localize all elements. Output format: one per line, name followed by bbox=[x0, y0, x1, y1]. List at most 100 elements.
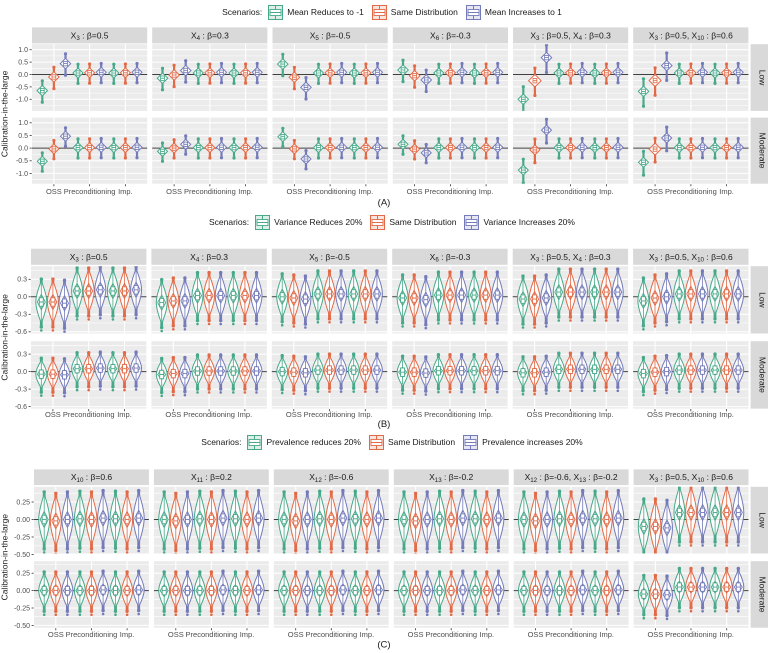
svg-text:-0.6: -0.6 bbox=[15, 329, 27, 336]
svg-text:0.00: 0.00 bbox=[16, 517, 30, 524]
svg-text:OSS: OSS bbox=[408, 630, 424, 639]
svg-text:0.25: 0.25 bbox=[16, 499, 30, 506]
svg-text:OSS: OSS bbox=[48, 630, 64, 639]
svg-text:Imp.: Imp. bbox=[358, 410, 373, 419]
svg-text:X3​ : β=0.5, X10​ : β=0.6: X3​ : β=0.5, X10​ : β=0.6 bbox=[649, 30, 733, 42]
svg-text:Imp.: Imp. bbox=[479, 187, 494, 196]
svg-text:Preconditioning: Preconditioning bbox=[186, 630, 238, 639]
svg-text:OSS: OSS bbox=[647, 410, 663, 419]
svg-text:Imp.: Imp. bbox=[360, 630, 375, 639]
svg-text:OSS: OSS bbox=[288, 630, 304, 639]
svg-text:Preconditioning: Preconditioning bbox=[305, 630, 357, 639]
svg-text:-0.50: -0.50 bbox=[14, 623, 30, 630]
svg-text:Moderate: Moderate bbox=[757, 133, 767, 169]
svg-text:X10​ : β=0.6: X10​ : β=0.6 bbox=[71, 472, 113, 484]
svg-text:X5​ : β=-0.5: X5​ : β=-0.5 bbox=[309, 252, 350, 264]
svg-text:Imp.: Imp. bbox=[719, 410, 734, 419]
svg-text:Preconditioning: Preconditioning bbox=[545, 187, 597, 196]
svg-text:Preconditioning: Preconditioning bbox=[665, 187, 717, 196]
svg-text:OSS: OSS bbox=[647, 630, 663, 639]
svg-text:OSS: OSS bbox=[165, 410, 181, 419]
svg-text:X3​ : β=0.5, X10​ : β=0.6: X3​ : β=0.5, X10​ : β=0.6 bbox=[649, 252, 733, 264]
svg-text:Preconditioning: Preconditioning bbox=[425, 187, 477, 196]
svg-text:Preconditioning: Preconditioning bbox=[665, 630, 717, 639]
svg-text:-1.0: -1.0 bbox=[16, 171, 28, 178]
svg-text:Imp.: Imp. bbox=[238, 187, 253, 196]
svg-text:OSS: OSS bbox=[527, 187, 543, 196]
svg-text:Imp.: Imp. bbox=[719, 630, 734, 639]
svg-text:OSS: OSS bbox=[45, 410, 61, 419]
svg-text:(C): (C) bbox=[377, 640, 390, 651]
svg-text:Preconditioning: Preconditioning bbox=[424, 410, 476, 419]
svg-text:X3​ : β=0.5, X4​ : β=0.3: X3​ : β=0.5, X4​ : β=0.3 bbox=[530, 30, 611, 42]
svg-text:X3​ : β=0.5, X4​ : β=0.3: X3​ : β=0.5, X4​ : β=0.3 bbox=[530, 252, 611, 264]
svg-text:Imp.: Imp. bbox=[240, 630, 255, 639]
svg-text:0.0: 0.0 bbox=[17, 294, 27, 301]
svg-text:-0.25: -0.25 bbox=[14, 605, 30, 612]
svg-text:Preconditioning: Preconditioning bbox=[545, 410, 597, 419]
svg-text:1.0: 1.0 bbox=[18, 47, 28, 54]
svg-text:X6​ : β=-0.3: X6​ : β=-0.3 bbox=[430, 30, 471, 42]
svg-text:Imp.: Imp. bbox=[118, 187, 133, 196]
svg-text:Moderate: Moderate bbox=[757, 357, 767, 393]
svg-text:-0.50: -0.50 bbox=[14, 552, 30, 559]
svg-text:-0.5: -0.5 bbox=[16, 84, 28, 91]
svg-text:Preconditioning: Preconditioning bbox=[66, 630, 118, 639]
svg-text:Imp.: Imp. bbox=[478, 410, 493, 419]
svg-text:Calibration-in-the-large: Calibration-in-the-large bbox=[0, 514, 10, 601]
svg-text:Preconditioning: Preconditioning bbox=[665, 410, 717, 419]
svg-text:X12​ : β=-0.6, X13​ : β=-0.2: X12​ : β=-0.6, X13​ : β=-0.2 bbox=[525, 472, 618, 484]
svg-text:(B): (B) bbox=[378, 419, 391, 430]
svg-text:-0.3: -0.3 bbox=[15, 312, 27, 319]
svg-text:X3​ : β=0.5: X3​ : β=0.5 bbox=[71, 30, 109, 42]
svg-text:0.3: 0.3 bbox=[17, 277, 27, 284]
svg-text:Imp.: Imp. bbox=[599, 630, 614, 639]
svg-text:-0.5: -0.5 bbox=[16, 158, 28, 165]
svg-text:Calibration-in-the-large: Calibration-in-the-large bbox=[0, 70, 10, 157]
svg-text:Moderate: Moderate bbox=[757, 577, 767, 613]
svg-text:OSS: OSS bbox=[168, 630, 184, 639]
svg-text:Calibration-in-the-large: Calibration-in-the-large bbox=[0, 294, 10, 381]
svg-text:OSS: OSS bbox=[166, 187, 182, 196]
svg-text:Preconditioning: Preconditioning bbox=[545, 630, 597, 639]
svg-text:OSS: OSS bbox=[46, 187, 62, 196]
svg-text:0.00: 0.00 bbox=[16, 588, 30, 595]
svg-text:OSS: OSS bbox=[528, 630, 544, 639]
svg-text:X3​ : β=0.5, X10​ : β=0.6: X3​ : β=0.5, X10​ : β=0.6 bbox=[649, 472, 733, 484]
svg-text:1.0: 1.0 bbox=[18, 120, 28, 127]
svg-text:Preconditioning: Preconditioning bbox=[183, 410, 235, 419]
svg-text:OSS: OSS bbox=[286, 187, 302, 196]
svg-text:(A): (A) bbox=[378, 198, 391, 209]
svg-text:OSS: OSS bbox=[647, 187, 663, 196]
svg-text:X4​ : β=0.3: X4​ : β=0.3 bbox=[190, 252, 228, 264]
svg-text:Preconditioning: Preconditioning bbox=[184, 187, 236, 196]
svg-text:X6​ : β=-0.3: X6​ : β=-0.3 bbox=[430, 252, 471, 264]
svg-text:0.5: 0.5 bbox=[18, 133, 28, 140]
svg-text:-0.6: -0.6 bbox=[15, 404, 27, 411]
svg-text:0.5: 0.5 bbox=[18, 60, 28, 67]
svg-text:-1.0: -1.0 bbox=[16, 97, 28, 104]
svg-text:0.0: 0.0 bbox=[17, 369, 27, 376]
svg-text:Imp.: Imp. bbox=[120, 630, 135, 639]
svg-text:OSS: OSS bbox=[286, 410, 302, 419]
svg-text:Preconditioning: Preconditioning bbox=[304, 410, 356, 419]
svg-text:X5​ : β=-0.5: X5​ : β=-0.5 bbox=[310, 30, 351, 42]
svg-text:X13​ : β=-0.2: X13​ : β=-0.2 bbox=[429, 472, 473, 484]
svg-text:Preconditioning: Preconditioning bbox=[63, 410, 115, 419]
svg-text:-0.3: -0.3 bbox=[15, 387, 27, 394]
svg-text:X3​ : β=0.5: X3​ : β=0.5 bbox=[70, 252, 108, 264]
svg-text:X12​ : β=-0.6: X12​ : β=-0.6 bbox=[309, 472, 353, 484]
svg-text:OSS: OSS bbox=[406, 410, 422, 419]
svg-text:Preconditioning: Preconditioning bbox=[304, 187, 356, 196]
svg-text:X4​ : β=0.3: X4​ : β=0.3 bbox=[191, 30, 229, 42]
svg-text:Imp.: Imp. bbox=[359, 187, 374, 196]
svg-text:X11​ : β=0.2: X11​ : β=0.2 bbox=[191, 472, 232, 484]
svg-text:Imp.: Imp. bbox=[238, 410, 253, 419]
svg-text:0.25: 0.25 bbox=[16, 571, 30, 578]
svg-text:0.0: 0.0 bbox=[18, 72, 28, 79]
svg-text:0.0: 0.0 bbox=[18, 146, 28, 153]
svg-text:OSS: OSS bbox=[407, 187, 423, 196]
svg-text:Preconditioning: Preconditioning bbox=[425, 630, 477, 639]
svg-text:Imp.: Imp. bbox=[599, 410, 614, 419]
svg-text:Low: Low bbox=[757, 70, 767, 86]
